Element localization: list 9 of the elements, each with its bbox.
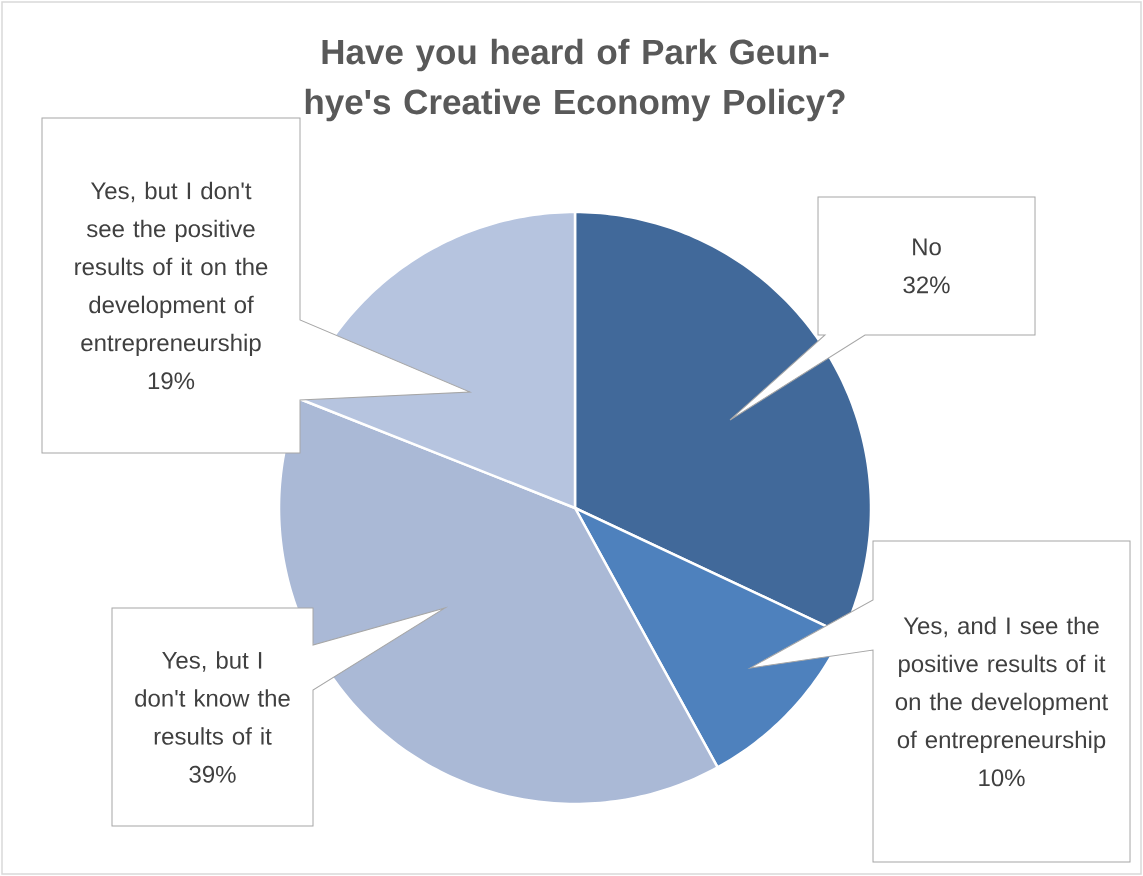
slice-label: No [913, 238, 941, 256]
data-label: 32% [903, 276, 950, 294]
chart-title: Have you heard of Park Geun-hye's Creative Economy Policy? [305, 38, 845, 122]
slice-label: Yes, but I don't know the results of it [135, 651, 290, 745]
slice-label: Yes, but I don't see the positive results of it on the development of entrepreneurship [75, 181, 268, 357]
data-label: 19% [148, 372, 195, 390]
data-label: 10% [979, 769, 1025, 787]
slice-label: Yes, and I see the positive results of it on the development of entrepreneurship [895, 616, 1109, 754]
data-label: 39% [189, 765, 236, 783]
